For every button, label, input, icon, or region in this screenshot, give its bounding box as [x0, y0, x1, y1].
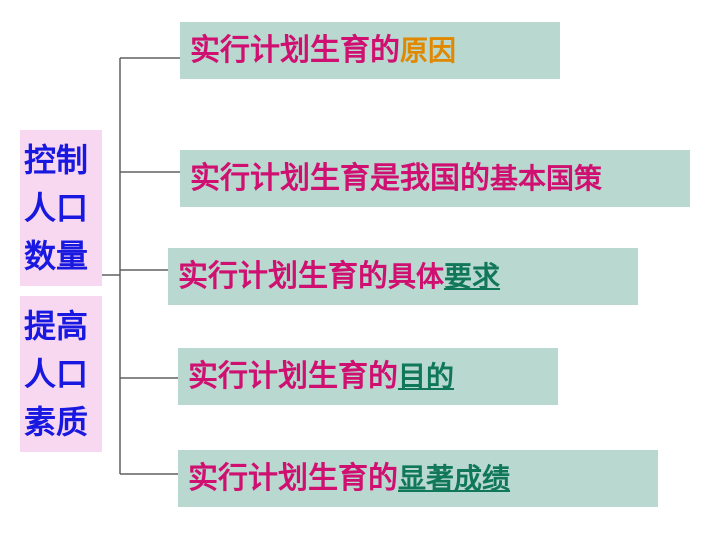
branch-text: 实行计划生育的 [188, 462, 398, 495]
root-topic-1: 控制人口数量 [20, 130, 102, 286]
branch-text: 原因 [400, 36, 456, 67]
branch-b4: 实行计划生育的目的 [178, 348, 558, 405]
branch-text: 目的 [398, 362, 454, 393]
branch-b5: 实行计划生育的显著成绩 [178, 450, 658, 507]
root-topic-2-text: 提高人口素质 [24, 302, 98, 446]
branch-text: 实行计划生育的 [178, 260, 388, 293]
branch-b1: 实行计划生育的原因 [180, 22, 560, 79]
branch-b3: 实行计划生育的具体要求 [168, 248, 638, 305]
branch-text: 要求 [444, 262, 500, 293]
branch-text: 实行计划生育的 [188, 360, 398, 393]
branch-b2: 实行计划生育是我国的基本国策 [180, 150, 690, 207]
branch-text: 实行计划生育是我国的 [190, 162, 490, 195]
root-topic-2: 提高人口素质 [20, 296, 102, 452]
root-topic-1-text: 控制人口数量 [24, 136, 98, 280]
branch-text: 显著成绩 [398, 464, 510, 495]
branch-text: 实行计划生育的 [190, 34, 400, 67]
branch-text: 具体 [388, 262, 444, 293]
branch-text: 基本国策 [490, 164, 602, 195]
